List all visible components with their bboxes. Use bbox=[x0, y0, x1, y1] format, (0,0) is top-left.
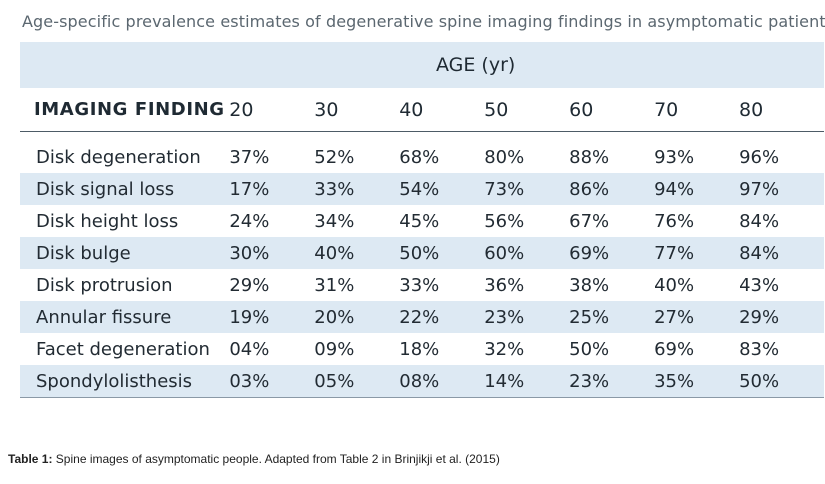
table-row: Disk protrusion 29% 31% 33% 36% 38% 40% … bbox=[20, 269, 824, 301]
value-cell: 69% bbox=[569, 242, 610, 264]
value-cell: 76% bbox=[654, 210, 695, 232]
value-cell: 40% bbox=[314, 242, 355, 264]
age-column-header: 40 bbox=[399, 98, 424, 121]
table-body: Disk degeneration 37% 52% 68% 80% 88% 93… bbox=[20, 132, 824, 398]
value-cell: 68% bbox=[399, 146, 440, 168]
value-cell: 29% bbox=[739, 306, 780, 328]
finding-cell: Disk signal loss bbox=[36, 178, 175, 200]
age-column-header: 50 bbox=[484, 98, 509, 121]
table-row: Annular fissure 19% 20% 22% 23% 25% 27% … bbox=[20, 301, 824, 333]
value-cell: 93% bbox=[654, 146, 695, 168]
value-cell: 84% bbox=[739, 210, 780, 232]
prevalence-table: AGE (yr) IMAGING FINDING 20 30 40 50 60 … bbox=[20, 42, 824, 398]
finding-column-header: IMAGING FINDING bbox=[34, 99, 225, 120]
table-row: Disk height loss 24% 34% 45% 56% 67% 76%… bbox=[20, 205, 824, 237]
value-cell: 97% bbox=[739, 178, 780, 200]
value-cell: 04% bbox=[229, 338, 270, 360]
value-cell: 30% bbox=[229, 242, 270, 264]
age-column-header: 30 bbox=[314, 98, 339, 121]
table-title: Age-specific prevalence estimates of deg… bbox=[22, 12, 825, 31]
finding-cell: Disk protrusion bbox=[36, 274, 173, 296]
value-cell: 33% bbox=[314, 178, 355, 200]
table-row: Facet degeneration 04% 09% 18% 32% 50% 6… bbox=[20, 333, 824, 365]
age-group-header: AGE (yr) bbox=[20, 42, 824, 88]
value-cell: 88% bbox=[569, 146, 610, 168]
value-cell: 08% bbox=[399, 370, 440, 392]
value-cell: 50% bbox=[399, 242, 440, 264]
value-cell: 32% bbox=[484, 338, 525, 360]
value-cell: 96% bbox=[739, 146, 780, 168]
value-cell: 20% bbox=[314, 306, 355, 328]
value-cell: 69% bbox=[654, 338, 695, 360]
value-cell: 17% bbox=[229, 178, 270, 200]
value-cell: 94% bbox=[654, 178, 695, 200]
value-cell: 52% bbox=[314, 146, 355, 168]
value-cell: 86% bbox=[569, 178, 610, 200]
finding-cell: Annular fissure bbox=[36, 306, 172, 328]
value-cell: 03% bbox=[229, 370, 270, 392]
value-cell: 36% bbox=[484, 274, 525, 296]
table-caption-text: Spine images of asymptomatic people. Ada… bbox=[52, 452, 500, 466]
value-cell: 34% bbox=[314, 210, 355, 232]
age-column-header: 70 bbox=[654, 98, 679, 121]
age-column-header: 80 bbox=[739, 98, 764, 121]
value-cell: 23% bbox=[484, 306, 525, 328]
value-cell: 56% bbox=[484, 210, 525, 232]
table-row: Disk signal loss 17% 33% 54% 73% 86% 94%… bbox=[20, 173, 824, 205]
table-caption: Table 1: Spine images of asymptomatic pe… bbox=[8, 452, 500, 466]
value-cell: 29% bbox=[229, 274, 270, 296]
value-cell: 18% bbox=[399, 338, 440, 360]
finding-cell: Disk degeneration bbox=[36, 146, 201, 168]
value-cell: 09% bbox=[314, 338, 355, 360]
value-cell: 77% bbox=[654, 242, 695, 264]
value-cell: 33% bbox=[399, 274, 440, 296]
finding-cell: Disk bulge bbox=[36, 242, 131, 264]
value-cell: 27% bbox=[654, 306, 695, 328]
table-row: Disk degeneration 37% 52% 68% 80% 88% 93… bbox=[20, 141, 824, 173]
table-caption-label: Table 1: bbox=[8, 452, 53, 466]
value-cell: 35% bbox=[654, 370, 695, 392]
finding-cell: Disk height loss bbox=[36, 210, 179, 232]
value-cell: 45% bbox=[399, 210, 440, 232]
age-column-header: 60 bbox=[569, 98, 594, 121]
value-cell: 60% bbox=[484, 242, 525, 264]
value-cell: 14% bbox=[484, 370, 525, 392]
value-cell: 22% bbox=[399, 306, 440, 328]
value-cell: 37% bbox=[229, 146, 270, 168]
value-cell: 67% bbox=[569, 210, 610, 232]
value-cell: 73% bbox=[484, 178, 525, 200]
value-cell: 54% bbox=[399, 178, 440, 200]
value-cell: 31% bbox=[314, 274, 355, 296]
table-row: Disk bulge 30% 40% 50% 60% 69% 77% 84% bbox=[20, 237, 824, 269]
value-cell: 19% bbox=[229, 306, 270, 328]
value-cell: 05% bbox=[314, 370, 355, 392]
table-row: Spondylolisthesis 03% 05% 08% 14% 23% 35… bbox=[20, 365, 824, 397]
value-cell: 50% bbox=[739, 370, 780, 392]
value-cell: 80% bbox=[484, 146, 525, 168]
finding-cell: Spondylolisthesis bbox=[36, 370, 193, 392]
column-header-row: IMAGING FINDING 20 30 40 50 60 70 80 bbox=[20, 88, 824, 132]
value-cell: 25% bbox=[569, 306, 610, 328]
value-cell: 23% bbox=[569, 370, 610, 392]
value-cell: 50% bbox=[569, 338, 610, 360]
value-cell: 40% bbox=[654, 274, 695, 296]
finding-cell: Facet degeneration bbox=[36, 338, 210, 360]
value-cell: 84% bbox=[739, 242, 780, 264]
value-cell: 43% bbox=[739, 274, 780, 296]
value-cell: 24% bbox=[229, 210, 270, 232]
age-column-header: 20 bbox=[229, 98, 254, 121]
value-cell: 83% bbox=[739, 338, 780, 360]
value-cell: 38% bbox=[569, 274, 610, 296]
